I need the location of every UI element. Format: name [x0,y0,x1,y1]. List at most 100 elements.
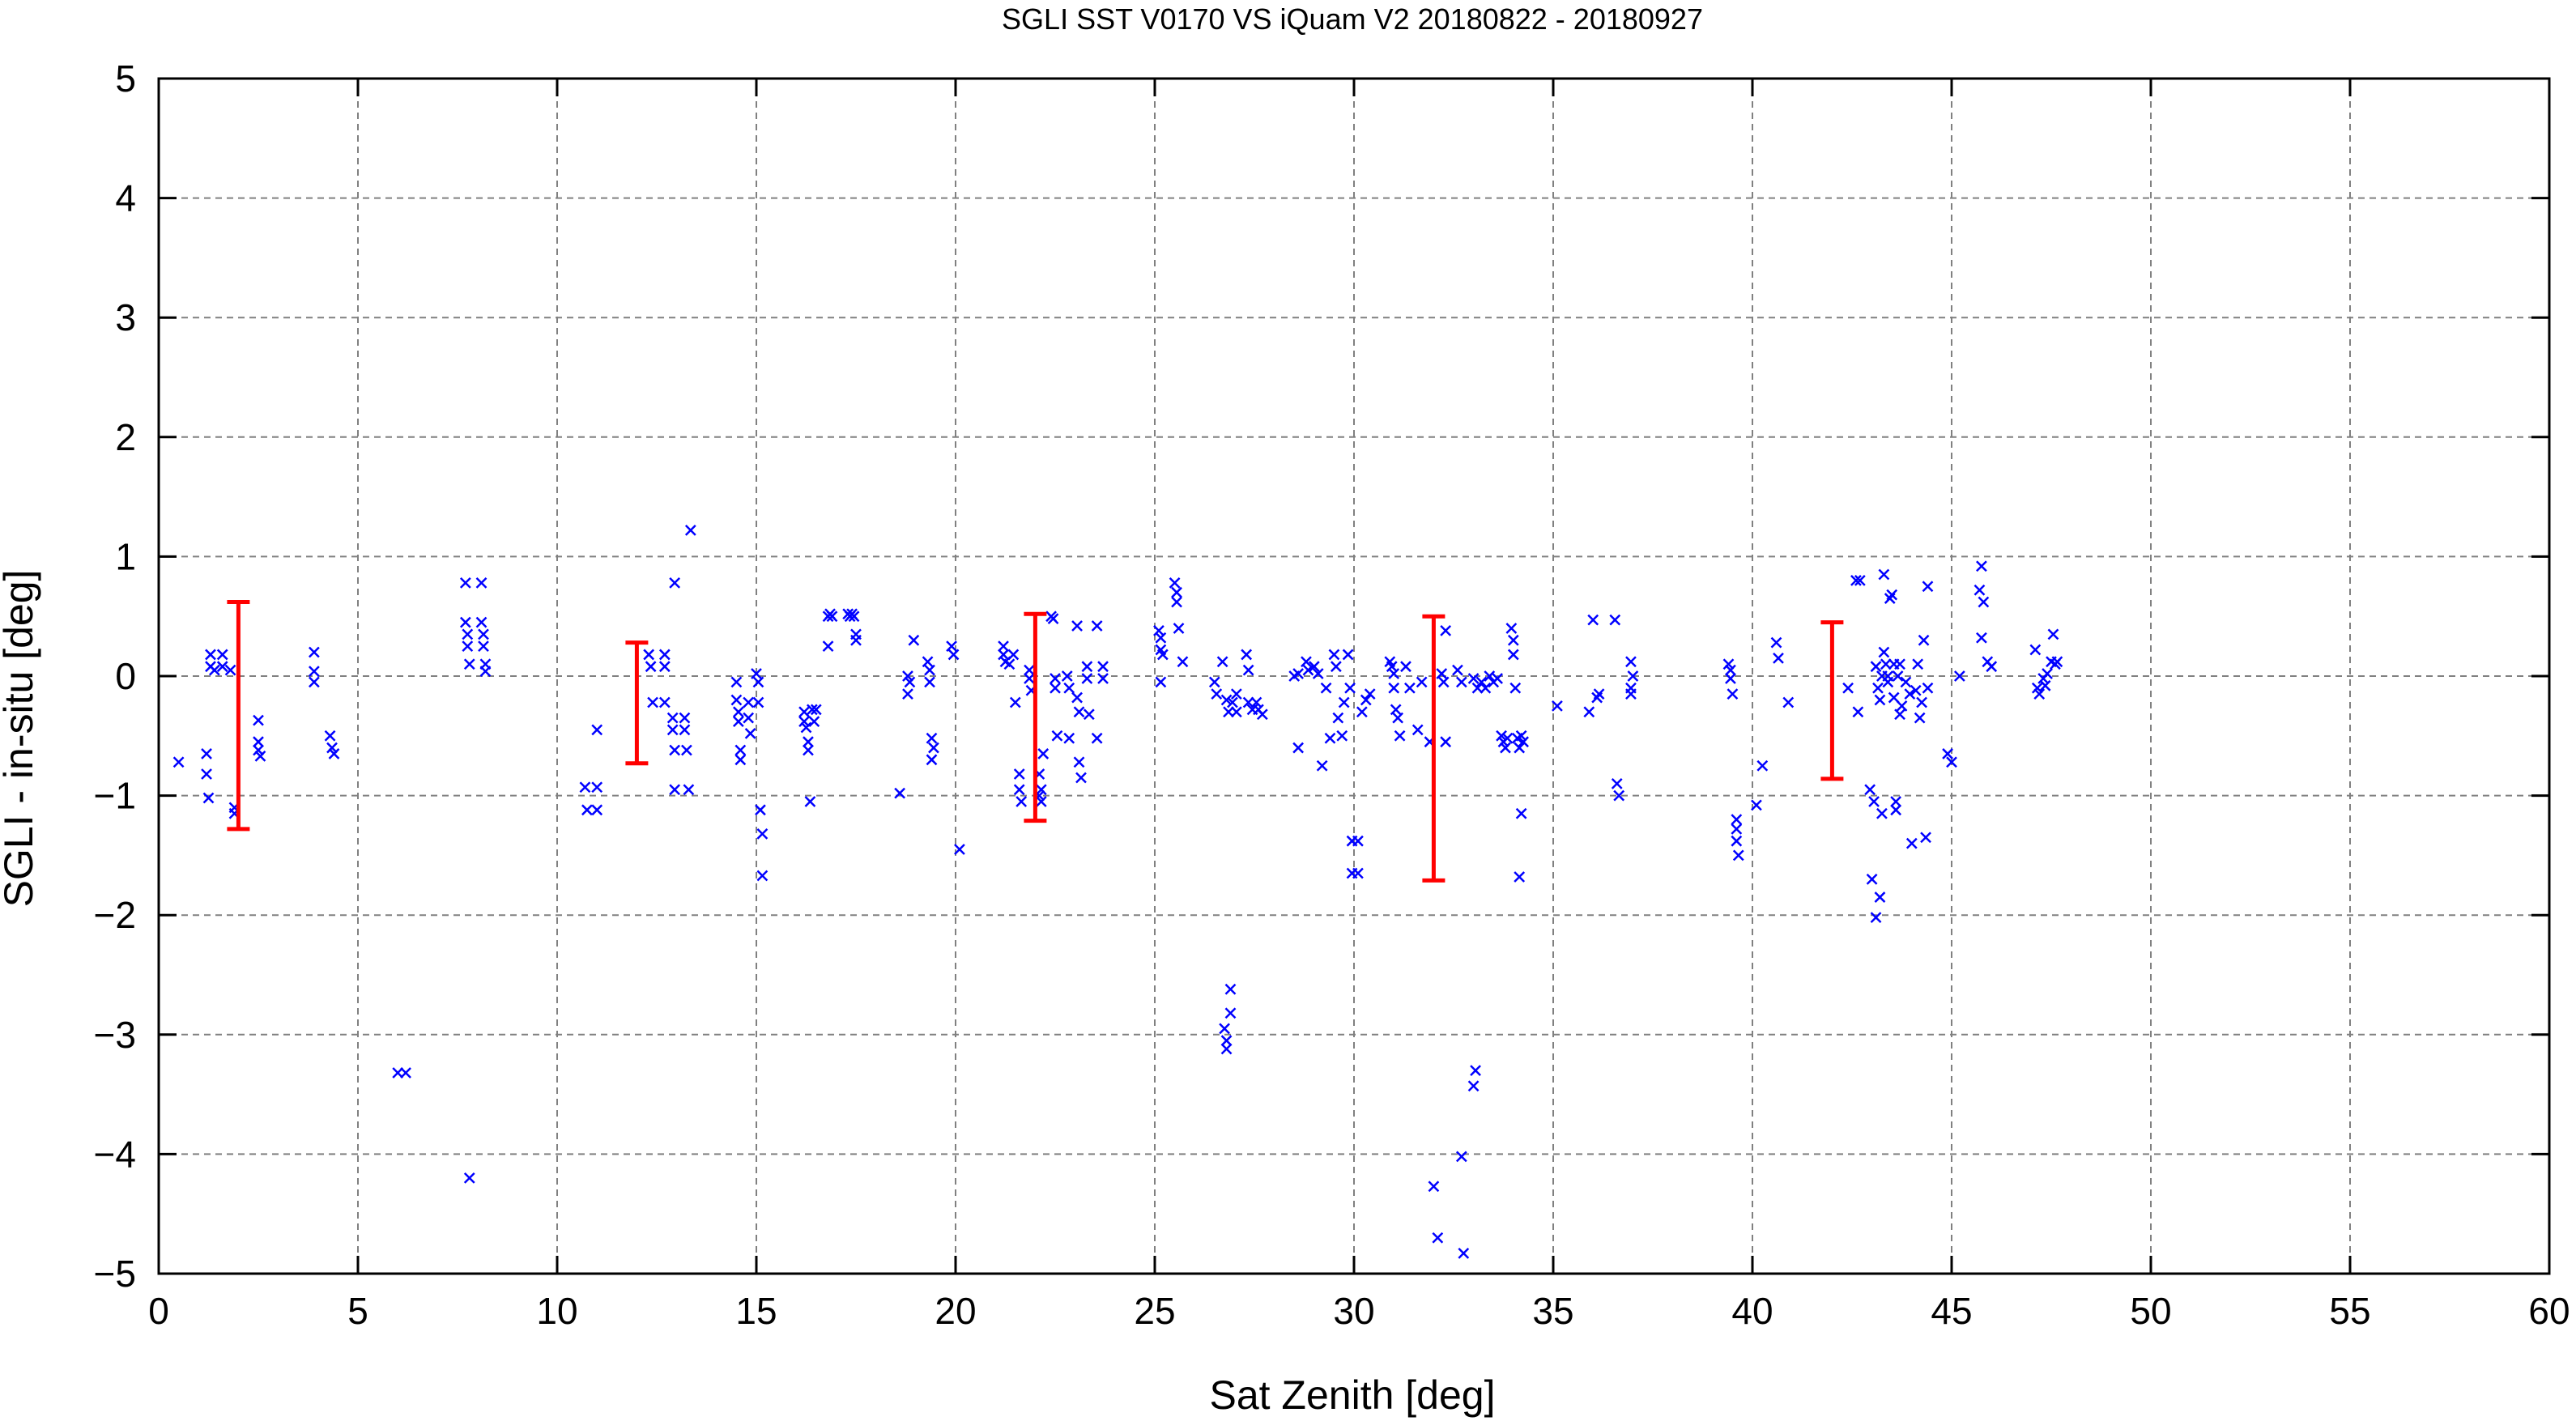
data-point [1507,649,1519,661]
data-point [591,804,603,816]
data-point [253,714,264,726]
data-point [924,676,935,688]
data-point [1751,799,1762,811]
data-point [1050,682,1061,694]
data-point [669,784,681,796]
data-point [1876,807,1888,819]
data-point [1308,661,1320,673]
data-point [1458,1248,1470,1259]
y-tick-labels: −5 −4 −3 −2 −1 0 1 2 3 4 5 [94,57,136,1295]
data-point [1552,700,1563,712]
error-bar [1820,620,1844,781]
data-point [1953,670,1965,682]
data-point [1302,664,1314,676]
data-point [1223,706,1234,718]
x-tick-label: 30 [1333,1290,1374,1332]
data-point [1037,748,1050,759]
data-point [1455,1151,1467,1163]
data-point [1224,983,1237,995]
data-point [732,716,744,727]
data-point [1024,673,1035,684]
data-point [1332,712,1344,724]
data-point [2047,628,2059,640]
data-point [1063,732,1075,744]
data-point [1725,673,1736,684]
data-point [1866,874,1878,885]
data-point [1075,772,1087,784]
data-points [172,525,2063,1259]
data-point [902,670,913,682]
data-point [1328,649,1340,661]
data-point [1009,696,1021,708]
data-point [1312,668,1324,679]
data-point [954,844,965,855]
data-point [1920,832,1931,844]
data-point [1081,673,1093,684]
data-point [1782,696,1795,708]
data-point [928,742,939,754]
data-point [1392,712,1404,724]
data-point [1177,656,1189,668]
data-point [1904,688,1916,700]
data-point [400,1067,411,1079]
y-axis-label: SGLI - in-situ [deg] [0,570,41,908]
data-point [752,676,764,688]
data-point [1922,581,1934,593]
data-point [1496,730,1507,742]
x-tick-label: 10 [536,1290,577,1332]
data-point [908,634,920,646]
data-point [308,666,320,677]
data-point [643,649,655,661]
data-point [579,781,591,793]
data-point [224,664,236,676]
y-tick-label: 5 [115,57,136,100]
data-point [1403,682,1416,694]
data-point [1976,632,1987,644]
data-point [1169,576,1181,589]
data-point [202,792,215,804]
data-point [666,712,679,724]
y-tick-label: −3 [94,1014,136,1056]
data-point [1892,670,1904,682]
data-point [1916,696,1927,708]
data-point [216,661,228,673]
data-point [1003,658,1015,670]
data-point [1986,661,1998,673]
data-point [1974,584,1986,596]
data-point [1227,696,1238,708]
data-point [1514,742,1526,754]
data-point [1910,684,1922,696]
data-point [683,784,695,796]
data-point [1874,891,1886,903]
data-point [808,716,820,727]
data-point [1242,696,1254,708]
x-axis-label: Sat Zenith [deg] [1209,1372,1495,1418]
data-point [326,742,338,754]
data-point [1467,673,1480,684]
data-point [1864,784,1876,796]
data-point [1292,668,1305,679]
data-point [1390,704,1402,716]
data-point [666,724,679,736]
data-point [1914,712,1926,724]
data-point [1432,1232,1444,1244]
data-point [800,721,812,734]
data-point [822,640,834,652]
data-point [756,827,769,840]
data-point [1388,668,1400,679]
data-point [658,649,671,661]
data-point [1912,658,1924,670]
data-point [1071,691,1083,704]
data-point [1725,664,1736,676]
data-point [1467,1080,1480,1092]
x-tick-label: 25 [1134,1290,1175,1332]
data-point [1171,586,1182,598]
data-point [1870,912,1882,924]
data-point [1013,784,1025,796]
data-point [684,525,696,536]
data-point [2039,679,2051,691]
data-point [208,664,220,676]
data-point [1880,658,1892,670]
data-point [926,754,938,766]
